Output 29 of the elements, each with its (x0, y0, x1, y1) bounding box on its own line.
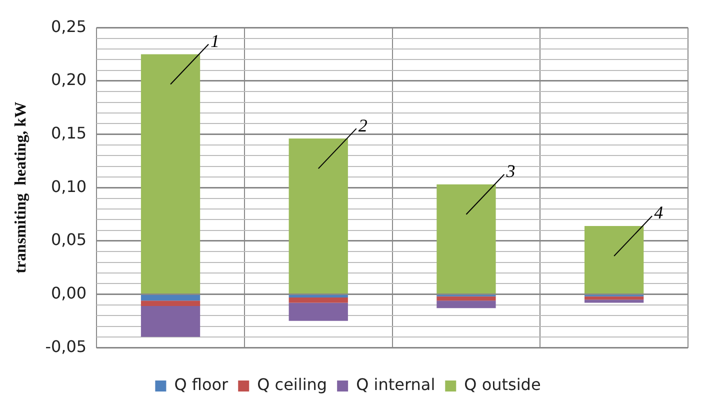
y-tick-label: 0,15 (50, 123, 87, 142)
bar (140, 306, 200, 337)
bar (288, 138, 348, 294)
y-tick-label: 0,25 (50, 16, 87, 36)
bar (436, 300, 496, 308)
y-tick-label: 0,10 (50, 176, 87, 196)
y-tick-label: 0,00 (50, 283, 87, 302)
bar (436, 296, 496, 301)
bar (436, 184, 496, 294)
bar (140, 295, 200, 301)
annotation: 1 (210, 31, 220, 51)
annotation: 2 (358, 115, 368, 136)
legend-label: Q outside (464, 375, 541, 394)
annotation: 4 (654, 202, 664, 223)
y-axis-title: transmiting heating, kW (12, 102, 30, 274)
y-tick-label: -0,05 (45, 336, 87, 356)
bar (288, 297, 348, 303)
bar (584, 300, 644, 303)
legend-label: Q floor (174, 375, 229, 394)
bar (140, 54, 200, 294)
y-tick-label: 0,05 (50, 230, 87, 250)
annotation: 3 (505, 161, 516, 182)
bar (288, 302, 348, 321)
legend-label: Q internal (356, 375, 436, 394)
legend-label: Q ceiling (257, 375, 328, 394)
y-tick-label: 0,20 (50, 70, 87, 90)
bar (584, 296, 644, 300)
bar (584, 226, 644, 294)
bar (140, 300, 200, 306)
